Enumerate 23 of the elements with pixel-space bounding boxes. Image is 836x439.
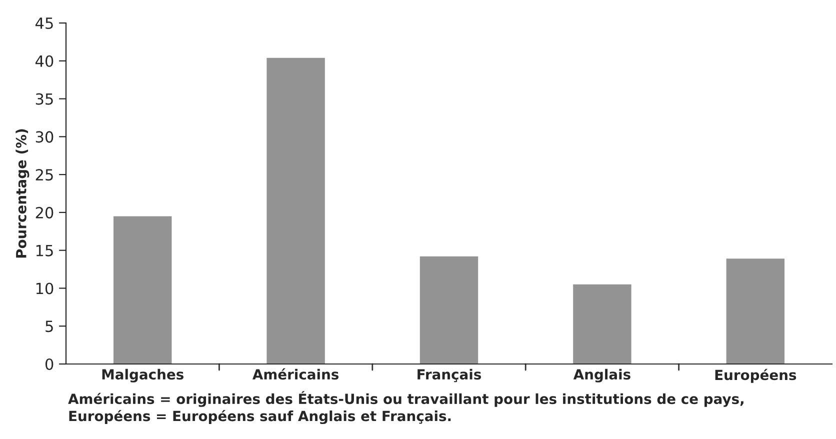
x-tick-label: Malgaches (102, 368, 184, 382)
x-tick-label: Américains (252, 368, 339, 380)
bar (113, 216, 172, 364)
y-tick-label: 45 (36, 18, 53, 30)
y-tick-label: 10 (36, 282, 54, 294)
y-tick-label: 5 (46, 320, 53, 332)
x-tick-label: Français (418, 368, 482, 382)
y-tick-label: 0 (45, 358, 54, 370)
y-tick-label: 25 (36, 169, 53, 181)
text: Européens = Européens sauf Anglais et Français. (69, 410, 451, 424)
bar (573, 284, 632, 364)
y-tick-label: 40 (36, 55, 54, 67)
y-tick-label: 35 (36, 93, 53, 105)
text: Américains = originaires des États-Unis ou travaillant pour les institutions de ce pays, (68, 391, 744, 407)
y-axis-title: Pourcentage (%) (16, 129, 30, 258)
bar (726, 258, 785, 364)
y-tick-label: 15 (36, 245, 53, 256)
x-tick-label: Européens (715, 368, 796, 383)
y-tick-label: 30 (36, 131, 54, 143)
x-tick-label: Anglais (573, 368, 630, 382)
bar (420, 256, 478, 364)
y-tick-label: 20 (36, 206, 54, 218)
bar (266, 58, 325, 364)
